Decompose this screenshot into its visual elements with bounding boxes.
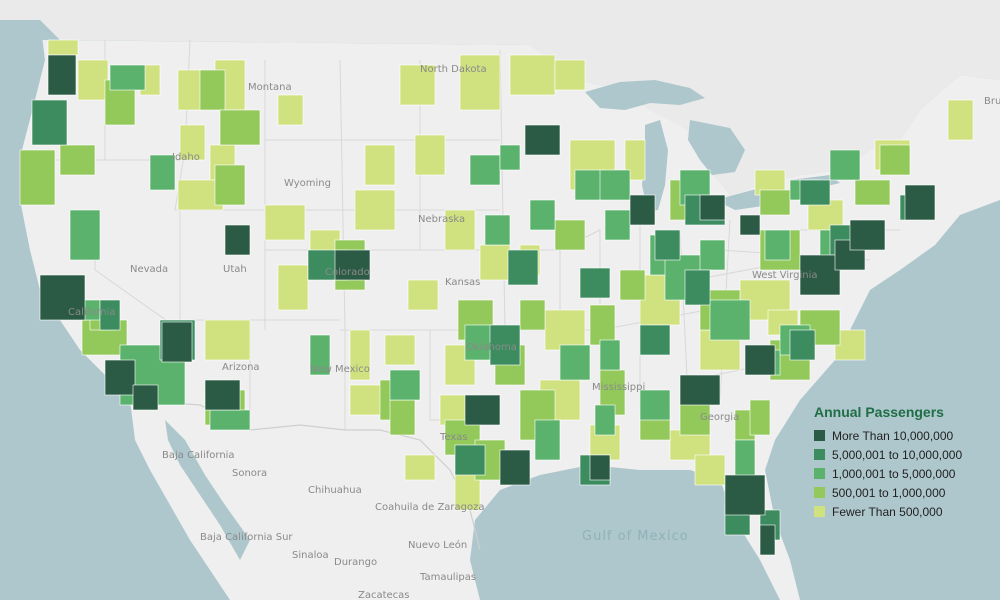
place-labels: Montana North Dakota Idaho Wyoming Nebra… bbox=[68, 64, 1000, 600]
legend-swatch bbox=[814, 449, 825, 460]
legend-item-more-than-10m: More Than 10,000,000 bbox=[814, 426, 994, 445]
lake-superior bbox=[585, 80, 705, 110]
label-state-8: Kansas bbox=[445, 277, 480, 288]
gulf-of-mexico bbox=[470, 465, 780, 600]
label-state-16: West Virginia bbox=[752, 270, 817, 281]
atlantic-ocean bbox=[765, 200, 1000, 600]
legend-item-500k-to-1m: 500,001 to 1,000,000 bbox=[814, 483, 994, 502]
label-mx-7: Tamaulipas bbox=[419, 572, 476, 583]
legend-swatch bbox=[814, 468, 825, 479]
legend-title: Annual Passengers bbox=[814, 404, 944, 420]
label-mx-9: Baja California Sur bbox=[200, 532, 293, 543]
legend-label: 5,000,001 to 10,000,000 bbox=[832, 447, 963, 462]
legend-label: More Than 10,000,000 bbox=[832, 428, 954, 443]
legend-label: 500,001 to 1,000,000 bbox=[832, 485, 946, 500]
legend-item-5m-to-10m: 5,000,001 to 10,000,000 bbox=[814, 445, 994, 464]
label-mx-4: Sinaloa bbox=[292, 550, 329, 561]
label-mx-2: Chihuahua bbox=[308, 485, 362, 496]
legend-swatch bbox=[814, 506, 825, 517]
gulf-of-california bbox=[165, 420, 250, 560]
label-state-5: Nevada bbox=[130, 264, 168, 275]
label-state-13: Texas bbox=[439, 432, 468, 443]
label-state-9: California bbox=[68, 307, 116, 318]
label-state-6: Utah bbox=[223, 264, 247, 275]
airport-regions bbox=[19, 39, 974, 556]
lake-huron bbox=[688, 120, 745, 175]
label-state-14: Mississippi bbox=[592, 382, 645, 393]
label-state-1: North Dakota bbox=[420, 64, 487, 75]
label-mx-8: Zacatecas bbox=[358, 590, 410, 600]
label-state-10: Arizona bbox=[222, 362, 260, 373]
label-state-4: Nebraska bbox=[418, 214, 465, 225]
pacific-ocean bbox=[0, 20, 230, 600]
label-mx-6: Nuevo León bbox=[408, 539, 467, 551]
legend-label: 1,000,001 to 5,000,000 bbox=[832, 466, 956, 481]
label-state-0: Montana bbox=[248, 82, 292, 93]
label-state-12: Oklahoma bbox=[466, 342, 517, 353]
canada-land bbox=[0, 0, 1000, 195]
legend: Annual Passengers More Than 10,000,000 5… bbox=[814, 404, 994, 521]
label-state-3: Wyoming bbox=[284, 178, 331, 189]
lake-michigan bbox=[642, 120, 668, 212]
legend-swatch bbox=[814, 430, 825, 441]
label-state-15: Georgia bbox=[700, 412, 739, 423]
legend-item-1m-to-5m: 1,000,001 to 5,000,000 bbox=[814, 464, 994, 483]
baja-peninsula bbox=[130, 400, 240, 600]
label-mx-3: Coahuila de Zaragoza bbox=[375, 502, 485, 513]
label-mx-1: Sonora bbox=[232, 468, 267, 479]
label-state-2: Idaho bbox=[172, 152, 200, 163]
label-state-7: Colorado bbox=[325, 267, 370, 278]
legend-item-fewer-than-500k: Fewer Than 500,000 bbox=[814, 502, 994, 521]
label-mx-0: Baja California bbox=[162, 450, 235, 461]
tier-more-than-10m bbox=[39, 54, 936, 556]
label-state-11: New Mexico bbox=[310, 364, 370, 375]
legend-swatch bbox=[814, 487, 825, 498]
label-mx-5: Durango bbox=[334, 557, 377, 568]
label-water-0: Gulf of Mexico bbox=[582, 529, 689, 544]
legend-label: Fewer Than 500,000 bbox=[832, 504, 943, 519]
label-other-0: Bru bbox=[984, 96, 1000, 107]
